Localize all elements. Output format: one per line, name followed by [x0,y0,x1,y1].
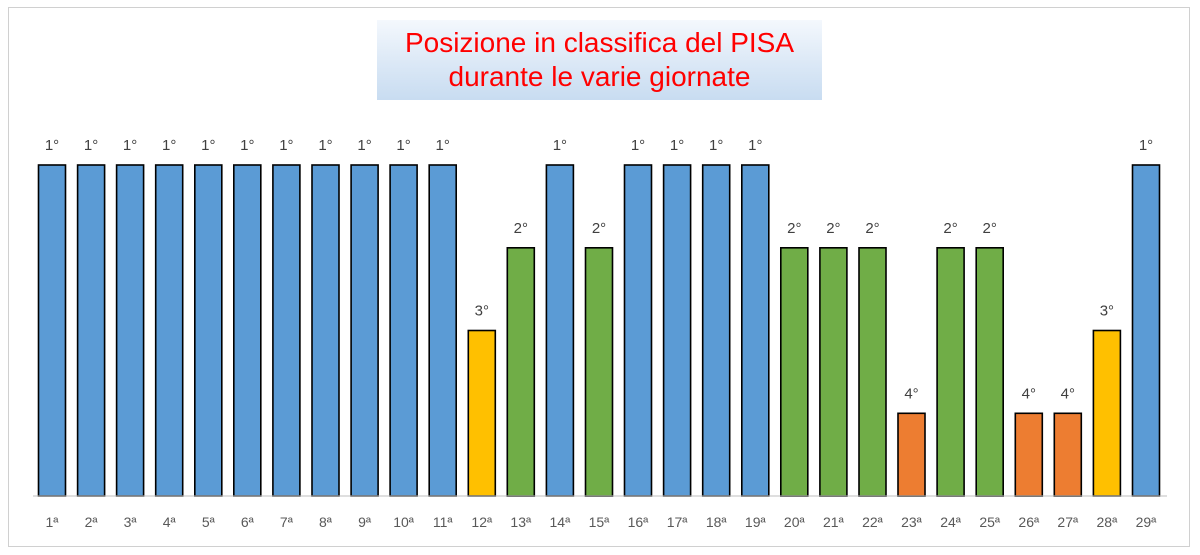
x-tick-label: 12ª [471,514,493,530]
bar-5ª [194,164,223,497]
bar-24ª [936,247,965,497]
data-label: 1° [162,137,176,154]
bar-16ª [623,164,653,497]
bars-group [37,164,1161,497]
data-label: 2° [865,220,879,237]
data-label: 1° [1139,137,1153,154]
x-tick-label: 10ª [393,514,415,530]
x-tick-label: 29ª [1136,514,1158,530]
data-label: 2° [983,220,997,237]
data-label: 3° [1100,303,1114,320]
x-tick-label: 11ª [433,514,454,530]
bar-7ª [272,164,301,497]
data-label: 1° [436,137,450,154]
bar-25ª [975,247,1005,497]
x-tick-label: 26ª [1018,514,1040,530]
x-tick-label: 13ª [510,514,532,530]
x-tick-label: 6ª [241,514,255,530]
bar-29ª [1131,164,1161,497]
x-tick-label: 20ª [784,514,806,530]
x-tick-label: 28ª [1097,514,1119,530]
bar-3ª [115,164,145,497]
bar-19ª [740,164,770,497]
x-tick-label: 17ª [667,514,689,530]
data-label: 3° [475,303,489,320]
data-label: 4° [904,385,918,402]
data-label: 1° [670,137,684,154]
data-label: 1° [748,137,762,154]
x-tick-label: 15ª [589,514,611,530]
bar-23ª [897,412,926,497]
chart-title-line-1: Posizione in classifica del PISA [404,27,795,58]
data-label: 1° [45,137,59,154]
x-tick-label: 16ª [628,514,650,530]
x-tick-label: 22ª [862,514,884,530]
x-tick-label: 2ª [85,514,99,530]
data-label: 1° [357,137,371,154]
chart-title-line-2: durante le varie giornate [448,61,751,92]
bar-8ª [311,164,340,497]
data-label: 1° [201,137,215,154]
x-tick-label: 25ª [979,514,1001,530]
data-label: 1° [84,137,98,154]
x-tick-label: 3ª [124,514,138,530]
x-tick-label: 23ª [901,514,923,530]
bar-21ª [819,247,848,497]
data-label: 4° [1022,385,1036,402]
x-tick-labels-group: 1ª 2ª 3ª 4ª 5ª 6ª 7ª 8ª 9ª 10ª 11ª 12ª 13ª 14ª 15ª 16ª 1… [46,514,1158,530]
x-tick-label: 14ª [550,514,572,530]
data-labels-group: 1° 1° 1° 1° 1° 1° 1° 1° 1° 1° 1° 3° 2° 1° 2° 1° 1° 1° 1° 2°… [45,137,1153,402]
data-label: 1° [318,137,332,154]
bar-13ª [506,247,536,497]
data-label: 1° [279,137,293,154]
bar-4ª [154,164,184,497]
bar-17ª [662,164,692,497]
data-label: 1° [553,137,567,154]
x-tick-label: 9ª [358,514,372,530]
bar-9ª [350,164,379,497]
data-label: 2° [514,220,528,237]
x-tick-label: 27ª [1057,514,1079,530]
bar-12ª [467,329,497,497]
data-label: 1° [240,137,254,154]
bar-6ª [233,164,262,497]
bar-15ª [584,247,614,497]
chart-title-box: Posizione in classifica del PISA durante… [377,20,822,100]
bar-26ª [1014,412,1044,497]
x-tick-label: 18ª [706,514,728,530]
data-label: 4° [1061,385,1075,402]
data-label: 1° [709,137,723,154]
x-tick-label: 24ª [940,514,962,530]
data-label: 1° [396,137,410,154]
x-tick-label: 21ª [823,514,845,530]
x-tick-label: 1ª [46,514,60,530]
data-label: 2° [787,220,801,237]
bar-20ª [779,247,809,497]
x-tick-label: 19ª [745,514,767,530]
bar-28ª [1092,329,1122,497]
data-label: 2° [826,220,840,237]
bar-1ª [37,164,67,497]
bar-10ª [389,164,418,497]
data-label: 2° [943,220,957,237]
bar-14ª [545,164,575,497]
x-tick-label: 5ª [202,514,216,530]
x-tick-label: 8ª [319,514,333,530]
bar-2ª [76,164,106,497]
bar-22ª [858,247,887,497]
data-label: 1° [631,137,645,154]
x-tick-label: 4ª [163,514,177,530]
x-tick-label: 7ª [280,514,294,530]
bar-27ª [1053,412,1083,497]
bar-11ª [428,164,458,497]
data-label: 1° [123,137,137,154]
data-label: 2° [592,220,606,237]
bar-18ª [701,164,731,497]
